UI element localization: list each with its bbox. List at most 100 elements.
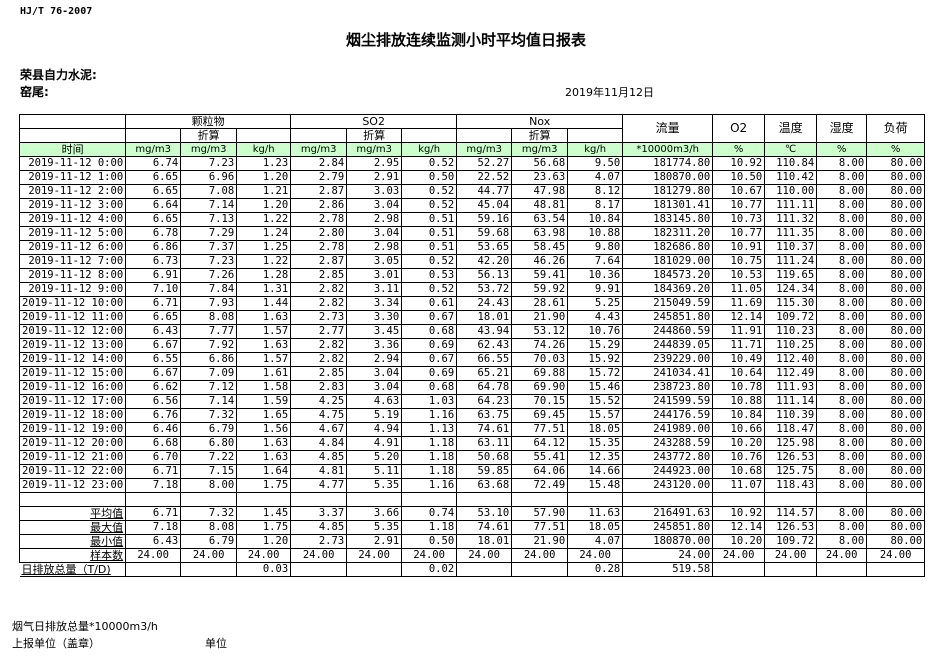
value-cell: 55.41 [511, 450, 569, 465]
value-cell: 4.77 [290, 478, 348, 493]
value-cell: 10.20 [712, 436, 766, 451]
value-cell: 6.43 [125, 324, 182, 339]
value-cell: 4.63 [346, 394, 403, 409]
value-cell: 10.76 [712, 450, 766, 465]
value-cell: 0.51 [401, 226, 458, 241]
value-cell: 80.00 [866, 352, 926, 367]
value-cell: 80.00 [866, 254, 926, 269]
table-row: 2019-11-12 12:00 6.43 7.77 1.57 2.77 3.45 0.68… [18, 324, 926, 339]
value-cell: 59.16 [456, 212, 513, 227]
value-cell: 74.26 [511, 338, 569, 353]
value-cell: 5.25 [567, 296, 624, 311]
value-cell: 8.00 [816, 240, 868, 255]
value-cell: 2.95 [346, 156, 403, 171]
value-cell: 3.05 [346, 254, 403, 269]
value-cell: 0.69 [401, 366, 458, 381]
value-cell: 243288.59 [622, 436, 714, 451]
value-cell: 2.78 [290, 240, 348, 255]
value-cell: 6.65 [125, 212, 182, 227]
stats-value: 3.37 [290, 506, 348, 521]
value-cell: 1.03 [401, 394, 458, 409]
converted-label: 折算 [180, 128, 238, 143]
value-cell: 80.00 [866, 380, 926, 395]
value-cell: 2.86 [290, 198, 348, 213]
value-cell: 180870.00 [622, 170, 714, 185]
table-row: 2019-11-12 10:00 6.71 7.93 1.44 2.82 3.34 0.61… [18, 296, 926, 311]
value-cell: 80.00 [866, 226, 926, 241]
value-cell: 63.98 [511, 226, 569, 241]
table-row: 2019-11-12 23:00 7.18 8.00 1.75 4.77 5.35 1.16… [18, 478, 926, 493]
value-cell: 1.56 [236, 422, 292, 437]
time-cell: 2019-11-12 13:00 [18, 338, 127, 353]
value-cell: 44.77 [456, 184, 513, 199]
value-cell: 1.59 [236, 394, 292, 409]
value-cell: 1.63 [236, 310, 292, 325]
value-cell: 1.63 [236, 338, 292, 353]
value-cell: 10.84 [567, 212, 624, 227]
stats-value: 12.14 [712, 520, 766, 535]
value-cell: 183145.80 [622, 212, 714, 227]
unit-cell: mg/m3 [511, 142, 569, 157]
value-cell: 10.92 [712, 156, 766, 171]
value-cell: 8.00 [816, 464, 868, 479]
time-cell: 2019-11-12 19:00 [18, 422, 127, 437]
stats-value [290, 562, 348, 577]
value-cell: 63.68 [456, 478, 513, 493]
stats-value [456, 562, 513, 577]
table-row: 2019-11-12 9:00 7.10 7.84 1.31 2.82 3.11 0.52 5… [18, 282, 926, 297]
value-cell: 50.68 [456, 450, 513, 465]
table-row: 2019-11-12 6:00 6.86 7.37 1.25 2.78 2.98 0.51 5… [18, 240, 926, 255]
value-cell: 62.43 [456, 338, 513, 353]
stats-value: 8.00 [816, 506, 868, 521]
value-cell: 46.26 [511, 254, 569, 269]
value-cell: 4.25 [290, 394, 348, 409]
value-cell: 110.00 [764, 184, 818, 199]
value-cell: 126.53 [764, 450, 818, 465]
value-cell: 8.00 [816, 184, 868, 199]
value-cell: 2.87 [290, 254, 348, 269]
value-cell: 3.01 [346, 268, 403, 283]
value-cell: 110.23 [764, 324, 818, 339]
value-cell: 7.22 [180, 450, 238, 465]
value-cell: 80.00 [866, 296, 926, 311]
value-cell: 8.08 [180, 310, 238, 325]
value-cell: 0.69 [401, 338, 458, 353]
stats-value: 6.71 [125, 506, 182, 521]
value-cell: 7.13 [180, 212, 238, 227]
value-cell: 59.41 [511, 268, 569, 283]
value-cell: 0.52 [401, 156, 458, 171]
stats-value [346, 562, 403, 577]
value-cell: 9.80 [567, 240, 624, 255]
value-cell: 112.40 [764, 352, 818, 367]
flue-gas-total-label: 烟气日排放总量*10000m3/h [12, 620, 158, 633]
value-cell: 3.11 [346, 282, 403, 297]
value-cell: 23.63 [511, 170, 569, 185]
time-cell: 2019-11-12 23:00 [18, 478, 127, 493]
value-cell: 63.54 [511, 212, 569, 227]
value-cell: 4.91 [346, 436, 403, 451]
value-cell: 8.00 [816, 450, 868, 465]
table-row: 2019-11-12 13:00 6.67 7.92 1.63 2.82 3.36 0.69… [18, 338, 926, 353]
value-cell: 6.65 [125, 310, 182, 325]
value-cell: 1.23 [236, 156, 292, 171]
header-flow: 流量 [622, 114, 714, 143]
value-cell: 42.20 [456, 254, 513, 269]
unit-cell: % [712, 142, 766, 157]
stats-value: 7.32 [180, 506, 238, 521]
value-cell: 80.00 [866, 184, 926, 199]
value-cell: 3.36 [346, 338, 403, 353]
unit-cell: mg/m3 [456, 142, 513, 157]
stats-value: 24.00 [346, 548, 403, 563]
value-cell: 10.49 [712, 352, 766, 367]
value-cell: 80.00 [866, 366, 926, 381]
value-cell: 47.98 [511, 184, 569, 199]
stats-value: 24.00 [866, 548, 926, 563]
value-cell: 7.77 [180, 324, 238, 339]
stats-value: 8.00 [816, 520, 868, 535]
value-cell: 6.71 [125, 464, 182, 479]
table-row: 2019-11-12 19:00 6.46 6.79 1.56 4.67 4.94 1.13… [18, 422, 926, 437]
value-cell: 184369.20 [622, 282, 714, 297]
value-cell: 111.32 [764, 212, 818, 227]
value-cell: 1.22 [236, 254, 292, 269]
value-cell: 118.47 [764, 422, 818, 437]
